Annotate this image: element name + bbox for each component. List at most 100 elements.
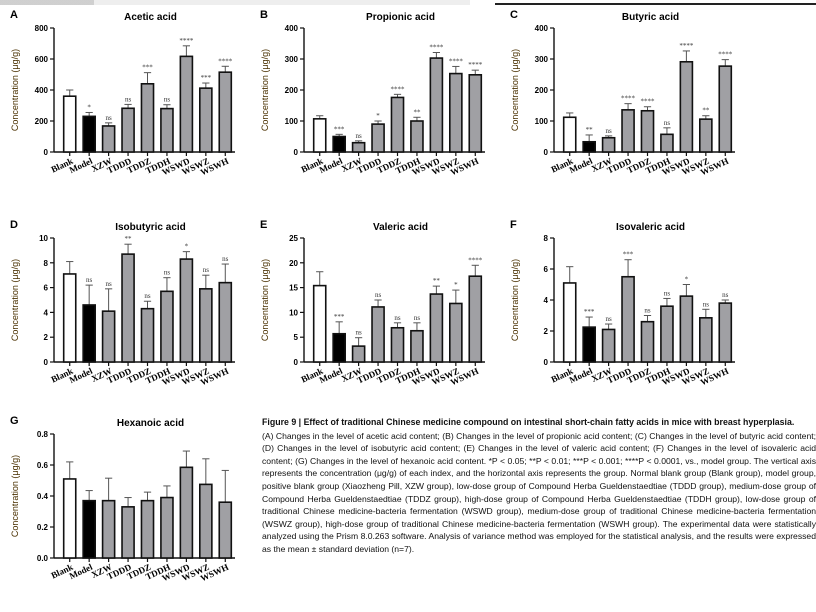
bar-model [82,499,96,559]
chart-svg-b: B Propionic acid Concentration (μg/g) 0 100 2… [260,9,485,177]
y-axis-label: Concentration (μg/g) [10,455,20,537]
significance-label: ns [355,329,362,337]
bar-tddz [140,499,155,559]
bar-tddd [371,306,385,363]
chart-svg-a: A Acetic acid Concentration (μg/g) 0 200 400 6… [10,9,235,177]
significance-label: **** [429,43,444,51]
bar-blank [62,95,77,153]
significance-label: ns [644,307,651,315]
y-tick-label: 0 [544,148,549,157]
bar-tddd [621,275,635,363]
y-tick-label: 15 [289,284,298,293]
significance-label: **** [679,42,694,50]
bar-wswh [218,281,233,363]
y-tick-label: 400 [35,86,49,95]
chart-svg-f: F Isovaleric acid Concentration (μg/g) 0 2 4 6… [510,219,735,387]
y-tick-label: 2 [544,327,549,336]
significance-label: ns [664,289,671,297]
y-tick-label: 0.6 [37,461,49,470]
significance-label: ns [144,292,151,300]
y-tick-label: 0 [44,358,49,367]
significance-label: ** [702,107,710,115]
significance-label: **** [621,95,636,103]
y-axis-label: Concentration (μg/g) [10,49,20,131]
significance-label: ns [605,315,612,323]
bar-tddd [121,506,135,559]
chart-title: Butyric acid [622,12,679,23]
bar-blank [62,478,77,559]
y-tick-label: 200 [35,117,49,126]
bar-wswd [429,57,444,153]
bar-wswd [179,258,194,363]
y-tick-label: 0.8 [37,430,49,439]
panel-butyric-acid: C Butyric acid Concentration (μg/g) 0 100 200… [500,6,750,206]
y-tick-label: 0 [294,358,299,367]
bar-xzw [351,345,366,363]
y-tick-label: 8 [544,234,549,243]
significance-label: ns [703,300,710,308]
page-header-strip [0,0,816,6]
y-tick-label: 5 [294,333,299,342]
bar-xzw [101,310,116,363]
bar-tddd [371,123,385,153]
significance-label: ns [605,127,612,135]
bar-wswh [468,275,483,363]
bar-wswz [199,288,213,363]
bar-model [332,135,346,153]
bar-wswd [429,293,444,363]
panel-acetic-acid: A Acetic acid Concentration (μg/g) 0 200 400 6… [0,6,250,206]
y-tick-label: 4 [44,308,49,317]
bar-blank [562,282,577,363]
y-tick-label: 6 [44,284,49,293]
significance-label: ns [722,291,729,299]
header-text-faint [0,0,470,5]
y-tick-label: 2 [44,333,49,342]
panel-letter: B [260,9,268,21]
y-tick-label: 100 [285,117,299,126]
bar-tddz [640,320,655,363]
bar-tddh [660,133,674,153]
bar-tddz [390,326,405,363]
y-tick-label: 0.0 [37,554,49,563]
chart-title: Propionic acid [366,12,435,23]
y-tick-label: 300 [285,55,299,64]
y-axis-label: Concentration (μg/g) [510,49,520,131]
y-tick-label: 300 [535,55,549,64]
y-tick-label: 0 [294,148,299,157]
chart-title: Isovaleric acid [616,222,685,233]
significance-label: *** [623,251,634,259]
significance-label: ** [125,235,133,243]
panel-letter: A [10,9,18,21]
significance-label: **** [391,85,406,93]
bar-wswz [699,118,713,153]
significance-label: **** [179,37,194,45]
significance-label: **** [641,98,656,106]
y-tick-label: 25 [289,234,298,243]
y-tick-label: 0 [44,148,49,157]
chart-svg-d: D Isobutyric acid Concentration (μg/g) 0 2 4 6… [10,219,235,387]
bar-blank [562,116,577,153]
significance-label: **** [449,57,464,65]
bar-model [332,332,346,363]
significance-label: ns [203,266,210,274]
panel-propionic-acid: B Propionic acid Concentration (μg/g) 0 100 2… [250,6,500,206]
bar-tddh [410,329,424,363]
significance-label: * [454,281,458,289]
chart-title: Isobutyric acid [115,222,186,233]
bar-xzw [101,125,116,153]
significance-label: ns [414,314,421,322]
y-tick-label: 0 [544,358,549,367]
panel-isobutyric-acid: D Isobutyric acid Concentration (μg/g) 0 2 4 6… [0,216,250,416]
significance-label: ns [664,119,671,127]
panel-letter: C [510,9,518,21]
bar-xzw [101,499,116,559]
significance-label: * [185,243,189,251]
y-tick-label: 400 [285,24,299,33]
bar-tddd [621,109,635,153]
bar-wswh [718,302,733,363]
significance-label: ns [86,276,93,284]
bar-wswz [699,317,713,363]
significance-label: *** [584,308,595,316]
bar-wswz [199,483,213,559]
y-tick-label: 6 [544,265,549,274]
